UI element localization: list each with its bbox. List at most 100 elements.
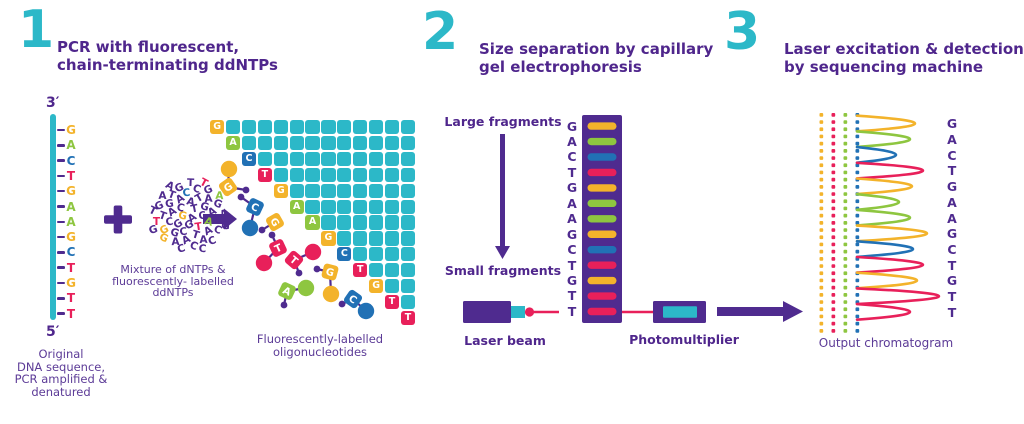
cluster-nucleotide-letter: T	[152, 216, 161, 229]
dot	[831, 242, 836, 247]
dot	[819, 228, 824, 232]
grid-cell-letter: G	[324, 232, 333, 244]
grid-cell	[369, 231, 384, 246]
dot	[855, 242, 860, 247]
grid-cell	[241, 120, 257, 135]
dot	[855, 235, 860, 240]
grid-cell	[321, 135, 336, 151]
grid-cell	[257, 120, 272, 135]
fragment-a: A	[278, 279, 315, 309]
grid-cell	[400, 135, 416, 151]
gel-base-letter: T	[567, 257, 577, 273]
dot	[843, 271, 848, 276]
grid-terminated-cell: T	[257, 167, 272, 182]
fragment-c: C	[338, 289, 375, 320]
dot	[855, 156, 860, 160]
grid-terminated-cell: A	[305, 215, 320, 230]
grid-cell	[384, 247, 400, 262]
fragment-dye-circle	[322, 285, 340, 303]
grid-cell	[400, 263, 416, 278]
grid-cell	[384, 120, 400, 135]
grid-cell	[305, 183, 320, 198]
chromatogram-base-letter: G	[946, 273, 958, 289]
dot	[831, 285, 836, 290]
fragment-base-square	[269, 239, 287, 257]
gel-band	[587, 261, 617, 269]
chromatogram-peak	[855, 208, 911, 227]
grid-cell	[384, 167, 400, 182]
dot	[855, 141, 860, 146]
step-3-title-line1: Laser excitation & detection	[784, 40, 1024, 58]
step-3-number: 3	[724, 2, 760, 62]
grid-cell	[321, 215, 336, 230]
laser-beam-label: Laser beam	[464, 333, 546, 348]
fragment-base-square	[266, 213, 284, 231]
fragment-small-dot	[280, 301, 288, 309]
plus-bar-v	[113, 205, 123, 234]
fragment-base-square	[218, 177, 238, 197]
gel-base-letter: T	[567, 288, 577, 304]
chromatogram-base-letter: G	[946, 179, 958, 195]
dot	[819, 314, 824, 319]
chromatogram-peak	[855, 177, 913, 196]
chromatogram-base-letter: T	[947, 289, 957, 304]
strand-tick	[57, 220, 65, 224]
grid-cell	[369, 135, 384, 151]
gel-base-letter: A	[567, 211, 577, 227]
plus-icon	[104, 205, 132, 234]
dot	[843, 113, 848, 117]
chromatogram-base-letter: T	[947, 304, 957, 320]
dot	[843, 293, 848, 297]
dot	[855, 249, 860, 254]
dot	[819, 127, 824, 132]
strand-tick	[57, 297, 65, 300]
grid-cell-letter: G	[276, 184, 285, 196]
strand-base-letter: T	[66, 306, 76, 321]
gel-band	[587, 276, 617, 285]
grid-terminated-cell: T	[384, 294, 400, 310]
strand-base-letter: C	[66, 153, 76, 168]
grid-terminated-cell: C	[337, 247, 352, 262]
strand-tick	[57, 266, 65, 269]
fragment-base-diamond: G	[218, 177, 238, 197]
dot	[843, 307, 848, 312]
grid-cell	[400, 294, 416, 310]
grid-cell	[241, 135, 257, 151]
mixture-caption-line2: fluorescently- labelled	[112, 274, 234, 288]
grid-cell	[225, 120, 241, 135]
fragment-small-dot	[237, 193, 245, 201]
grid-cell	[257, 135, 272, 151]
fragment-g: G	[218, 160, 250, 197]
small-fragments-label: Small fragments	[444, 263, 562, 278]
fragment-base-diamond: A	[278, 282, 296, 300]
grid-terminated-cell: A	[289, 199, 304, 214]
dot	[831, 170, 836, 175]
grid-cell	[289, 120, 304, 135]
grid-cell	[369, 183, 384, 198]
chromatogram-base-letter: C	[947, 147, 957, 163]
step-1-title-line2: chain-terminating ddNTPs	[57, 56, 278, 74]
mixture-caption-line3: ddNTPs	[152, 286, 194, 300]
dot	[843, 199, 848, 204]
grid-terminated-cell: G	[210, 120, 225, 135]
grid-cell	[400, 279, 416, 294]
photomultiplier-label: Photomultiplier	[629, 332, 739, 347]
dot	[819, 264, 824, 268]
gel-capillary	[582, 115, 622, 323]
dot	[831, 307, 836, 312]
dot	[855, 321, 860, 326]
dot	[843, 170, 848, 175]
strand-base-letter: T	[66, 291, 76, 306]
dot	[819, 170, 824, 175]
strand-tick	[57, 128, 65, 132]
dot	[819, 221, 824, 225]
grid-cell	[337, 183, 352, 198]
dot	[819, 177, 824, 182]
step-2-title-line2: gel electrophoresis	[479, 58, 642, 76]
grid-cell	[337, 231, 352, 246]
dot	[819, 257, 824, 261]
dot	[855, 120, 860, 124]
dot	[831, 278, 836, 283]
gel-band	[587, 215, 617, 223]
grid-cell	[305, 151, 320, 167]
